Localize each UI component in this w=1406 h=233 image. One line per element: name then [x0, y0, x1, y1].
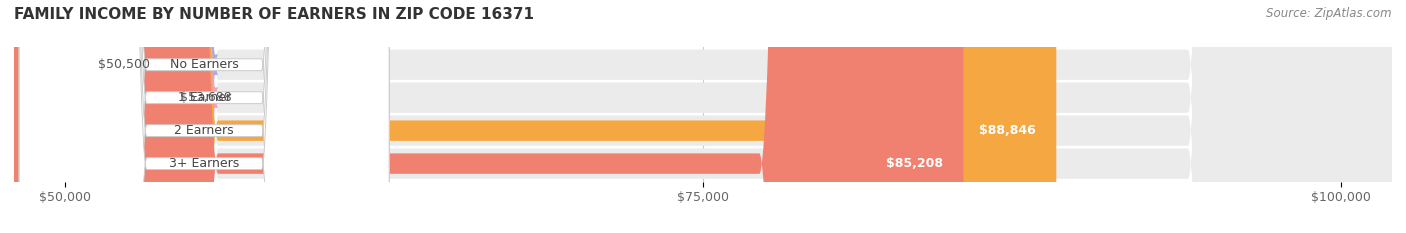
FancyBboxPatch shape: [14, 0, 1392, 233]
Text: 1 Earner: 1 Earner: [177, 91, 231, 104]
FancyBboxPatch shape: [14, 0, 1392, 233]
FancyBboxPatch shape: [20, 0, 389, 233]
FancyBboxPatch shape: [14, 0, 1056, 233]
Text: 3+ Earners: 3+ Earners: [169, 157, 239, 170]
FancyBboxPatch shape: [20, 0, 389, 233]
Text: Source: ZipAtlas.com: Source: ZipAtlas.com: [1267, 7, 1392, 20]
FancyBboxPatch shape: [14, 0, 1392, 233]
FancyBboxPatch shape: [20, 0, 389, 233]
FancyBboxPatch shape: [0, 0, 218, 233]
Text: 2 Earners: 2 Earners: [174, 124, 233, 137]
Text: $53,688: $53,688: [180, 91, 232, 104]
Text: $88,846: $88,846: [979, 124, 1036, 137]
FancyBboxPatch shape: [20, 0, 389, 233]
Text: $50,500: $50,500: [98, 58, 150, 71]
FancyBboxPatch shape: [14, 0, 963, 233]
Text: FAMILY INCOME BY NUMBER OF EARNERS IN ZIP CODE 16371: FAMILY INCOME BY NUMBER OF EARNERS IN ZI…: [14, 7, 534, 22]
Text: No Earners: No Earners: [170, 58, 239, 71]
FancyBboxPatch shape: [14, 0, 1392, 233]
Text: $85,208: $85,208: [886, 157, 943, 170]
FancyBboxPatch shape: [0, 0, 218, 233]
